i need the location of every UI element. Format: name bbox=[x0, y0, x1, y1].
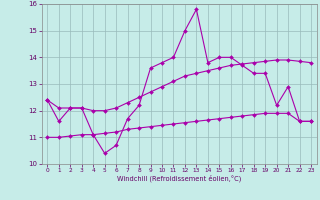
X-axis label: Windchill (Refroidissement éolien,°C): Windchill (Refroidissement éolien,°C) bbox=[117, 175, 241, 182]
